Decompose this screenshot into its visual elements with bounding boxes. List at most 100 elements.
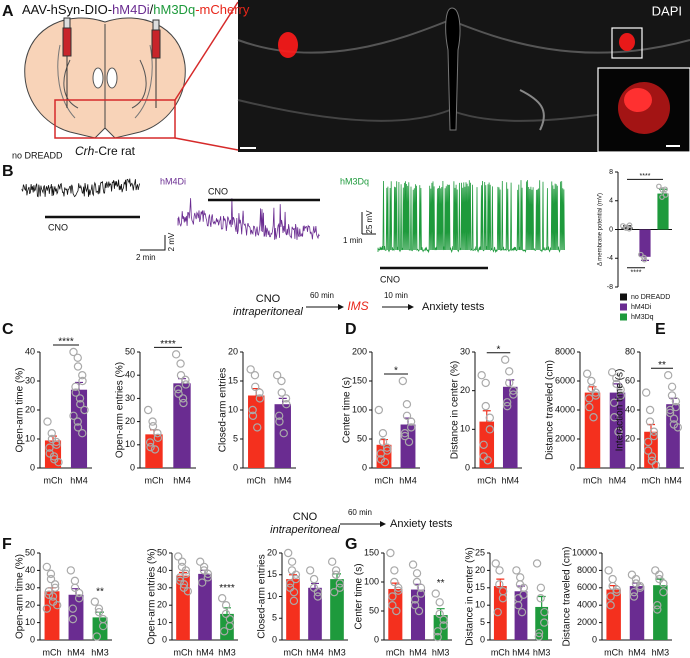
title-part: -mCherry: [195, 2, 250, 17]
y-tick-label: 30: [460, 346, 470, 356]
data-point: [514, 601, 523, 610]
data-point: [305, 566, 315, 575]
data-point: [669, 414, 679, 423]
data-point: [49, 452, 59, 461]
y-tick-label: 5: [480, 617, 485, 627]
title-part: hM4Di: [112, 2, 150, 17]
data-point: [73, 362, 83, 371]
bar: [70, 389, 88, 468]
y-tick-label: 50: [25, 547, 35, 557]
y-axis-label: Open-arm entries (%): [115, 362, 126, 458]
significance-label: ****: [219, 583, 235, 594]
y-tick-label: 0: [609, 226, 613, 233]
x-tick-label: hM3: [91, 647, 109, 657]
data-point: [659, 579, 668, 588]
data-point: [412, 577, 422, 587]
y-tick-label: 4: [609, 198, 613, 205]
data-point: [647, 452, 657, 461]
y-tick-label: 6000: [555, 375, 575, 385]
x-tick-label: hM3: [432, 647, 450, 657]
data-point: [283, 548, 293, 558]
y-tick-label: 10: [157, 617, 167, 627]
y-axis-label: Open-arm time (%): [15, 367, 26, 452]
bar: [666, 404, 680, 468]
model-label: Crh-Cre rat: [75, 144, 136, 158]
data-point: [665, 405, 675, 415]
data-point: [69, 347, 78, 357]
data-point: [331, 570, 341, 579]
bar: [639, 229, 651, 257]
legend-swatch: [620, 303, 627, 311]
data-point: [493, 607, 502, 617]
data-point: [203, 573, 213, 582]
data-point: [313, 592, 323, 601]
y-tick-label: 10: [228, 404, 238, 414]
y-tick-label: 40: [157, 565, 167, 575]
data-point: [42, 562, 52, 572]
data-point: [589, 413, 598, 422]
y-tick-label: 40: [625, 404, 635, 414]
flow-tests: Anxiety tests: [390, 518, 453, 530]
y-tick-label: 10: [25, 433, 35, 443]
y-tick-label: 40: [25, 346, 35, 356]
data-point: [52, 601, 62, 610]
data-point: [435, 598, 444, 607]
data-point: [44, 590, 54, 599]
data-point: [408, 560, 418, 569]
bar: [145, 434, 163, 468]
y-tick-label: 50: [157, 547, 167, 557]
data-point: [584, 394, 594, 403]
data-point: [50, 455, 59, 464]
x-tick-label: hM4: [196, 647, 214, 657]
flow-drug: CNO: [293, 511, 318, 523]
x-tick-label: hM4: [173, 475, 191, 485]
data-point: [179, 580, 189, 589]
data-point: [614, 427, 623, 436]
data-point: [66, 566, 76, 575]
y-axis-label: Distance in center (%): [465, 547, 476, 645]
data-point: [71, 388, 80, 397]
data-point: [406, 417, 416, 426]
trace-label: hM3Dq: [340, 176, 369, 186]
data-point: [671, 397, 681, 406]
y-tick-label: 30: [25, 375, 35, 385]
bar: [376, 444, 392, 468]
y-tick-label: 5: [233, 433, 238, 443]
y-tick-label: 10: [460, 424, 470, 434]
data-point: [649, 431, 659, 441]
protocol-2: CNO intraperitoneal 60 min Anxiety tests: [270, 508, 453, 536]
data-point: [655, 570, 664, 579]
data-point: [70, 583, 80, 593]
data-point: [651, 566, 660, 575]
y-tick-label: 6000: [577, 582, 597, 592]
y-tick-label: 40: [25, 565, 35, 575]
y-axis-label: Interaction time (s): [615, 369, 626, 452]
data-point: [225, 621, 235, 631]
data-point: [394, 583, 403, 593]
data-point: [585, 402, 594, 412]
y-tick-label: 0: [465, 462, 470, 472]
data-point: [272, 371, 282, 380]
data-point: [183, 587, 193, 596]
y-tick-label: 0: [30, 462, 35, 472]
y-tick-label: 30: [125, 393, 135, 403]
x-tick-label: hM4: [306, 647, 324, 657]
data-point: [255, 394, 265, 403]
significance-label: *: [394, 366, 398, 377]
data-point: [277, 376, 286, 386]
data-point: [433, 627, 442, 636]
data-point: [285, 579, 295, 588]
data-point: [608, 574, 617, 584]
legend-label: no DREADD: [631, 294, 670, 301]
data-point: [329, 587, 339, 597]
legend-swatch: [620, 313, 627, 321]
y-tick-label: 15: [475, 582, 485, 592]
data-point: [402, 411, 412, 420]
data-point: [255, 388, 264, 397]
data-point: [479, 440, 488, 449]
data-point: [173, 384, 183, 394]
x-tick-label: hM4: [628, 647, 646, 657]
panel-label: E: [655, 321, 666, 338]
x-tick-label: hM4: [399, 475, 417, 485]
data-point: [175, 573, 185, 582]
